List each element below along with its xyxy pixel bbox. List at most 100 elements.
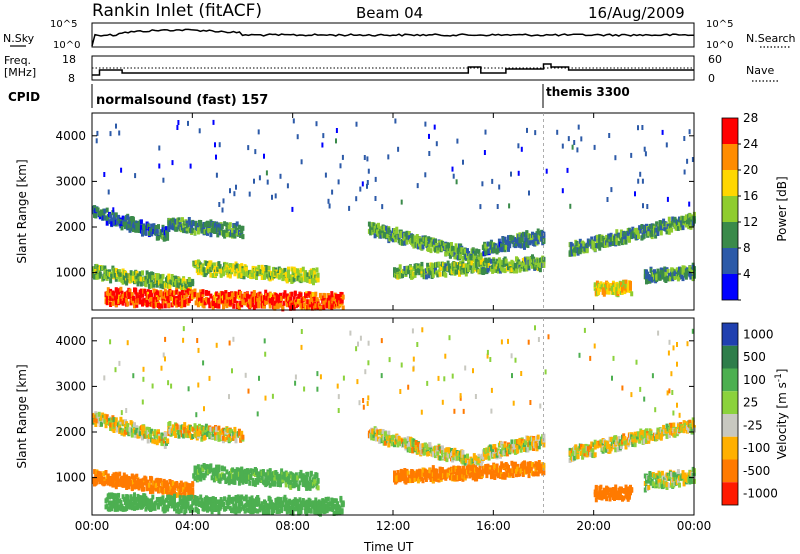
cpid-segment-1: normalsound (fast) 157 bbox=[96, 93, 268, 108]
echo-cell bbox=[493, 267, 497, 273]
echo-cell bbox=[444, 251, 448, 257]
echo-cell bbox=[96, 274, 100, 280]
echo-cell bbox=[315, 121, 318, 127]
echo-cell bbox=[217, 464, 221, 470]
echo-cell bbox=[314, 291, 318, 297]
echo-cell bbox=[206, 230, 209, 236]
echo-cell bbox=[233, 271, 237, 277]
echo-cell bbox=[667, 229, 671, 235]
echo-cell bbox=[247, 272, 251, 278]
echo-cell bbox=[154, 302, 158, 308]
echo-cell bbox=[199, 300, 203, 306]
echo-cell bbox=[231, 467, 235, 473]
echo-cell bbox=[655, 275, 659, 281]
echo-cell bbox=[241, 268, 245, 274]
echo-cell bbox=[435, 141, 438, 147]
echo-cell bbox=[645, 438, 648, 444]
echo-cell bbox=[493, 453, 497, 459]
echo-cell bbox=[499, 268, 502, 274]
echo-cell bbox=[153, 296, 157, 301]
echo-cell bbox=[459, 253, 463, 259]
echo-cell bbox=[100, 209, 103, 215]
echo-cell bbox=[383, 431, 387, 437]
echo-cell bbox=[691, 157, 694, 162]
echo-cell bbox=[686, 425, 689, 430]
echo-cell bbox=[535, 446, 539, 452]
echo-cell bbox=[176, 492, 180, 498]
echo-cell bbox=[159, 229, 163, 235]
echo-cell bbox=[637, 178, 640, 184]
echo-cell bbox=[613, 439, 616, 444]
echo-cell bbox=[573, 140, 576, 145]
echo-cell bbox=[196, 464, 200, 470]
echo-cell bbox=[94, 422, 98, 427]
echo-cell bbox=[249, 473, 253, 479]
echo-cell bbox=[397, 435, 401, 441]
echo-cell bbox=[623, 231, 627, 237]
echo-cell bbox=[306, 276, 310, 282]
echo-cell bbox=[666, 268, 670, 274]
echo-cell bbox=[374, 176, 377, 182]
echo-cell bbox=[241, 434, 245, 440]
echo-cell bbox=[580, 451, 583, 456]
echo-cell bbox=[158, 303, 162, 309]
echo-cell bbox=[242, 274, 246, 280]
echo-cell bbox=[496, 204, 499, 209]
echo-cell bbox=[233, 426, 237, 432]
echo-cell bbox=[436, 272, 440, 278]
echo-cell bbox=[236, 474, 240, 480]
echo-cell bbox=[633, 227, 637, 233]
echo-cell bbox=[198, 296, 201, 302]
echo-cell bbox=[678, 266, 681, 272]
echo-cell bbox=[335, 138, 337, 144]
echo-cell bbox=[144, 230, 148, 236]
echo-cell bbox=[285, 275, 289, 281]
echo-cell bbox=[261, 471, 265, 477]
echo-cell bbox=[139, 276, 143, 282]
echo-cell bbox=[96, 130, 99, 136]
echo-cell bbox=[287, 478, 290, 484]
echo-cell bbox=[411, 234, 415, 240]
echo-cell bbox=[501, 267, 505, 273]
echo-cell bbox=[118, 130, 121, 136]
echo-cell bbox=[688, 201, 691, 207]
echo-cell bbox=[269, 293, 273, 299]
echo-cell bbox=[130, 432, 134, 438]
echo-cell bbox=[309, 297, 313, 303]
echo-cell bbox=[166, 296, 170, 302]
echo-cell bbox=[566, 167, 569, 173]
echo-cell bbox=[126, 423, 130, 429]
echo-cell bbox=[268, 300, 272, 306]
echo-cell bbox=[241, 300, 245, 305]
echo-cell bbox=[386, 233, 390, 239]
echo-cell bbox=[131, 227, 135, 233]
echo-cell bbox=[691, 417, 695, 423]
echo-cell bbox=[208, 228, 212, 234]
echo-cell bbox=[194, 220, 198, 226]
echo-cell bbox=[690, 427, 694, 432]
echo-cell bbox=[271, 299, 274, 305]
echo-cell bbox=[128, 288, 132, 294]
echo-cell bbox=[420, 261, 424, 267]
echo-cell bbox=[323, 293, 327, 299]
echo-cell bbox=[224, 436, 228, 442]
echo-cell bbox=[163, 288, 167, 294]
echo-cell bbox=[173, 290, 176, 296]
echo-cell bbox=[443, 266, 447, 272]
echo-cell bbox=[207, 297, 211, 303]
echo-cell bbox=[341, 294, 345, 300]
echo-cell bbox=[387, 154, 390, 160]
echo-cell bbox=[166, 482, 170, 488]
echo-cell bbox=[461, 459, 465, 465]
echo-cell bbox=[483, 247, 487, 253]
echo-cell bbox=[527, 263, 531, 269]
echo-cell bbox=[237, 431, 241, 437]
echo-cell bbox=[428, 151, 431, 156]
echo-cell bbox=[609, 283, 613, 288]
echo-cell bbox=[371, 229, 375, 235]
echo-cell bbox=[215, 172, 218, 178]
echo-cell bbox=[231, 232, 235, 238]
echo-cell bbox=[654, 233, 658, 239]
echo-cell bbox=[512, 268, 516, 274]
echo-cell bbox=[294, 482, 298, 488]
